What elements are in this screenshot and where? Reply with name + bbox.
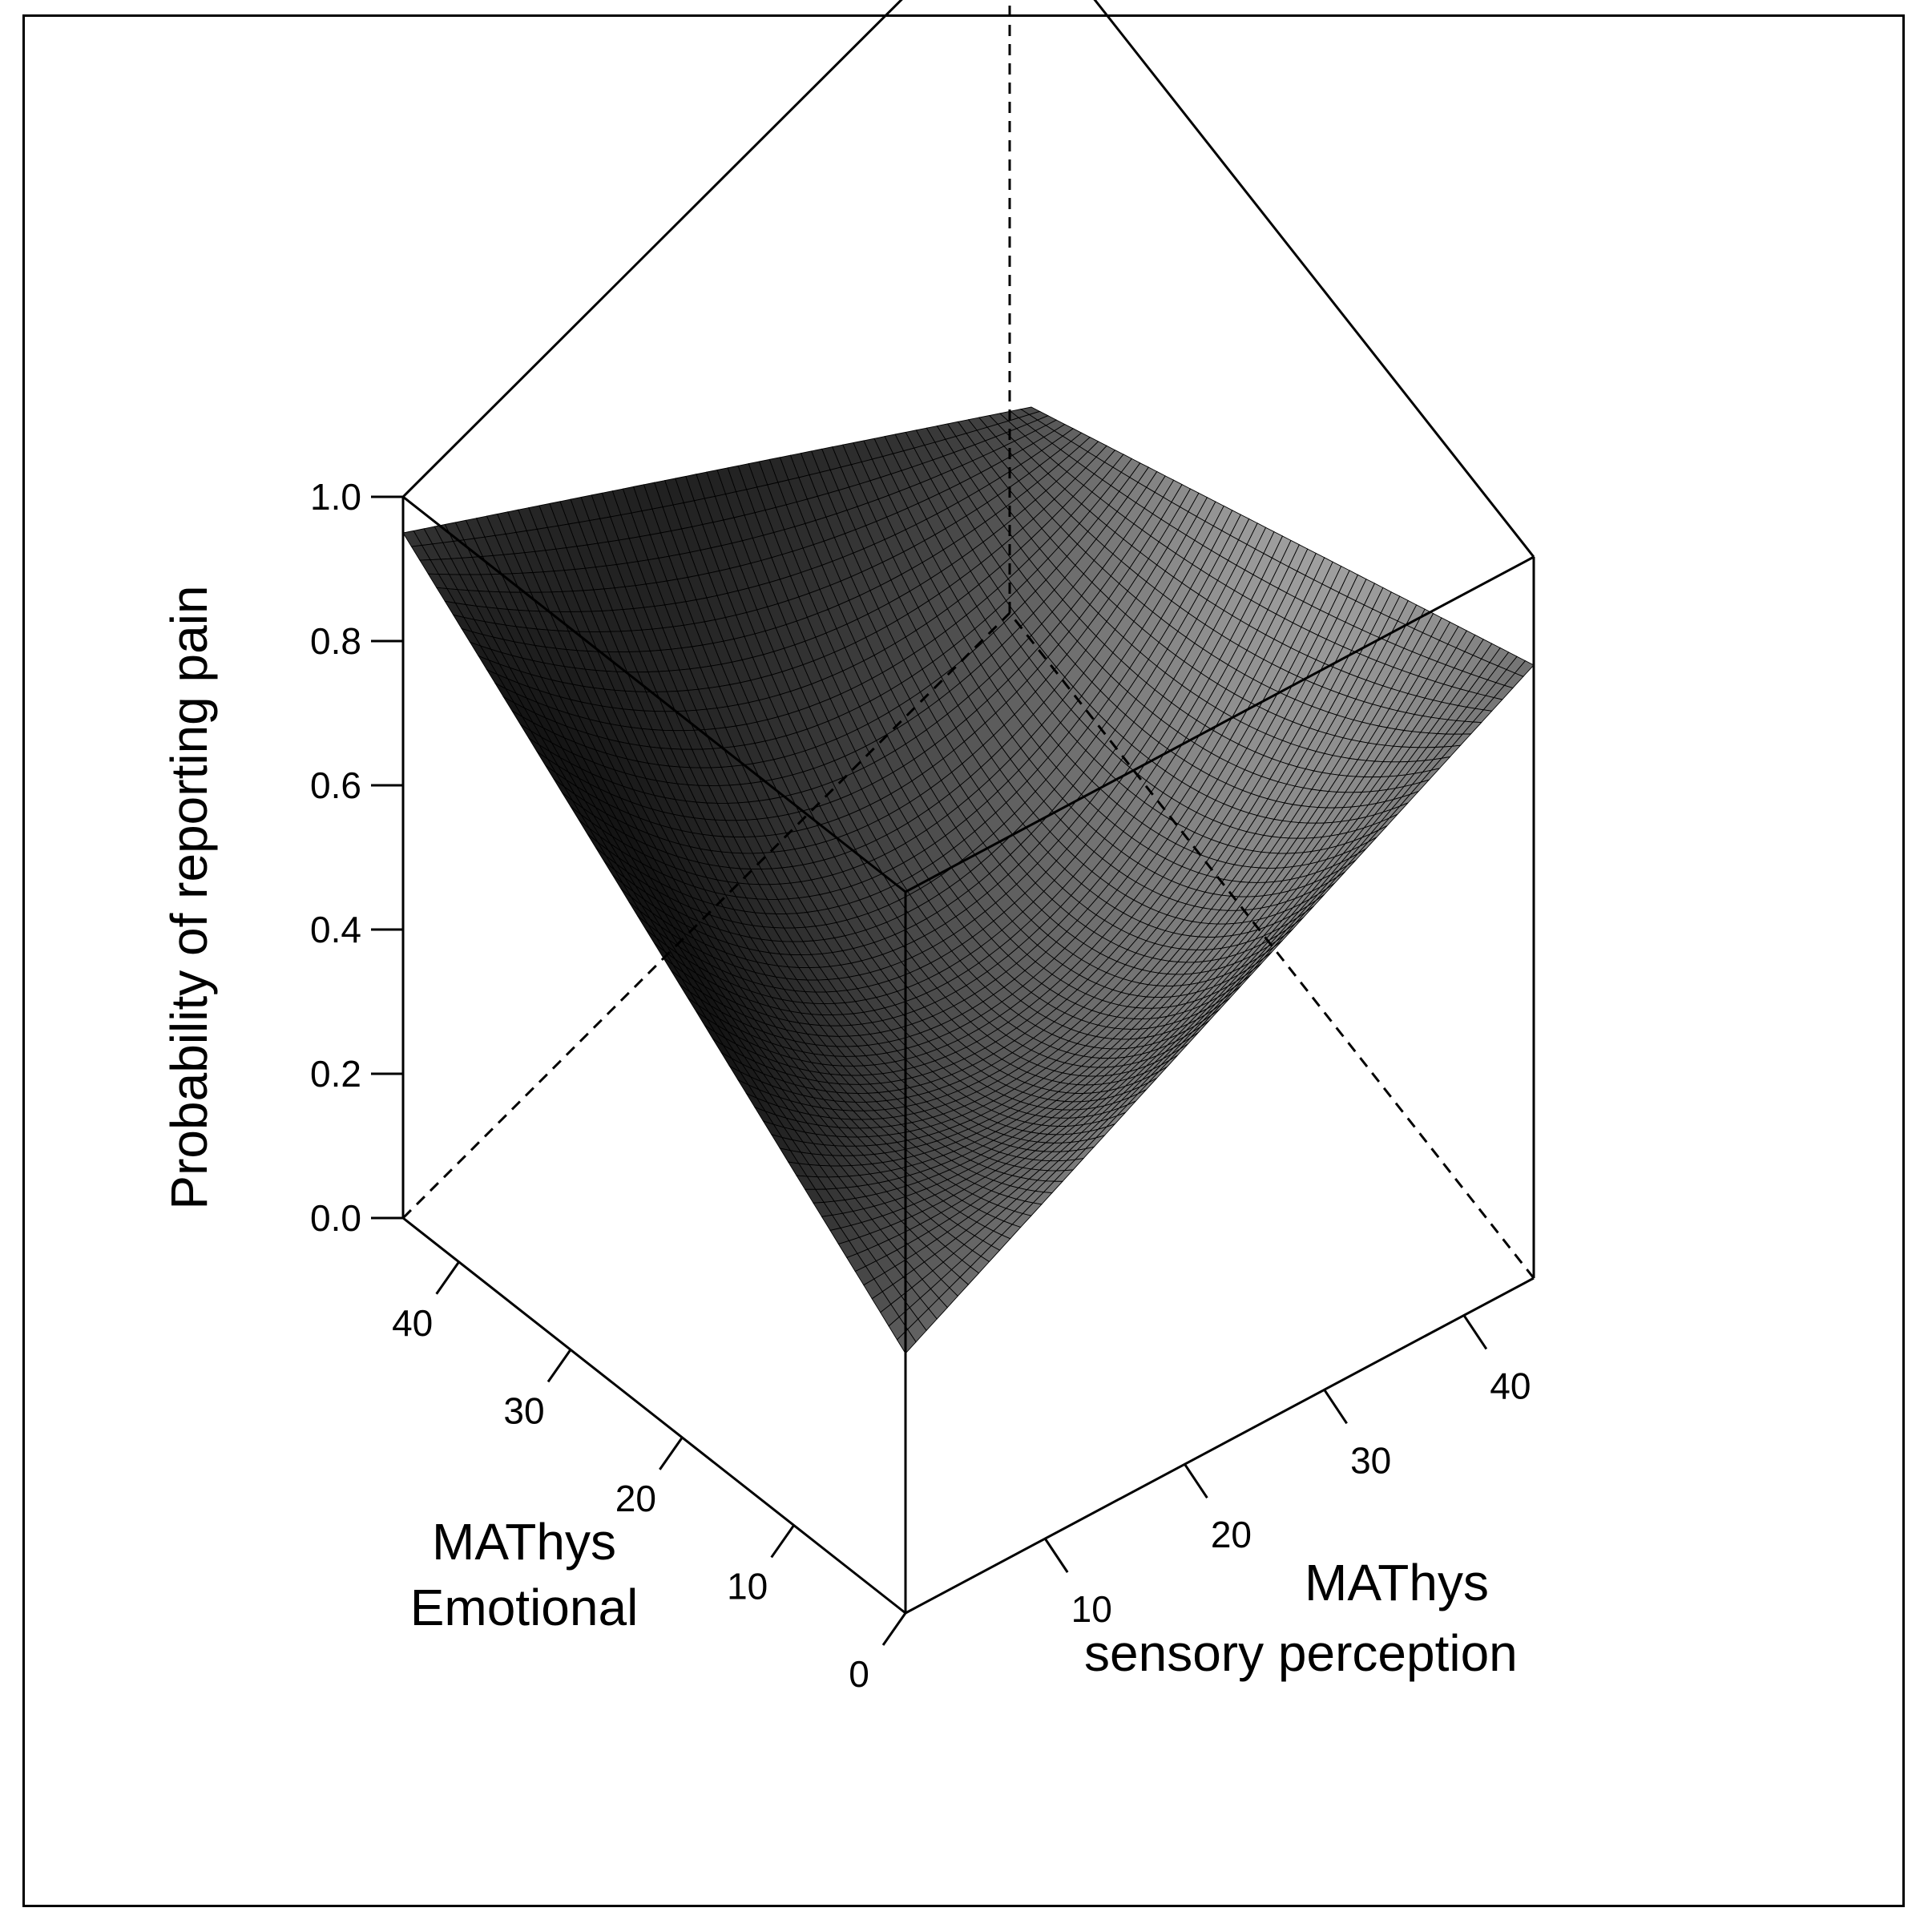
x-tick-mark xyxy=(881,1612,907,1646)
box-top-edge-b xyxy=(905,555,1535,893)
y-tick-mark xyxy=(1323,1389,1348,1425)
y-tick-mark xyxy=(1184,1463,1208,1499)
x-tick-mark xyxy=(547,1349,572,1383)
plot-box xyxy=(371,0,1535,1646)
z-tick-label: 0.4 xyxy=(310,909,361,950)
x-tick-mark xyxy=(435,1260,460,1295)
x-axis-title-line1: MAThys xyxy=(432,1513,616,1571)
z-tick-label: 0.8 xyxy=(310,620,361,662)
box-top-edge-d xyxy=(1093,0,1535,558)
y-tick-label: 40 xyxy=(1490,1365,1531,1406)
x-tick-label: 20 xyxy=(615,1478,656,1519)
x-tick-label: 40 xyxy=(392,1302,433,1344)
x-tick-label: 0 xyxy=(849,1653,869,1695)
box-edge-emotional xyxy=(402,1216,906,1615)
x-tick-mark xyxy=(770,1524,795,1559)
box-edge-hidden-a xyxy=(401,611,1011,1220)
box-edge-hidden-b xyxy=(1008,612,1535,1279)
x-tick-mark xyxy=(659,1437,684,1470)
box-top-edge-a xyxy=(402,495,906,893)
axis-ticks: 0.0 0.2 0.4 0.6 0.8 1.0 0 10 20 30 40 10 20 30 40 xyxy=(310,476,1531,1695)
y-tick-label: 30 xyxy=(1350,1439,1391,1481)
x-tick-label: 10 xyxy=(727,1565,768,1607)
z-tick-label: 1.0 xyxy=(310,476,361,518)
box-top-edge-c xyxy=(401,0,903,498)
z-axis-title: Probability of reporting pain xyxy=(160,585,218,1209)
y-tick-label: 10 xyxy=(1071,1588,1112,1630)
y-tick-mark xyxy=(1462,1314,1488,1350)
surface-mesh xyxy=(402,406,1535,1354)
box-edge-sensory xyxy=(905,1277,1535,1615)
x-tick-label: 30 xyxy=(503,1390,544,1431)
x-axis-title-line2: Emotional xyxy=(410,1579,639,1636)
y-tick-label: 20 xyxy=(1211,1514,1252,1555)
z-tick-label: 0.6 xyxy=(310,764,361,806)
y-tick-mark xyxy=(1043,1538,1069,1573)
z-tick-label: 0.0 xyxy=(310,1197,361,1239)
z-tick-label: 0.2 xyxy=(310,1053,361,1095)
y-axis-title-line1: MAThys xyxy=(1305,1554,1489,1611)
y-axis-title-line2: sensory perception xyxy=(1084,1624,1518,1682)
